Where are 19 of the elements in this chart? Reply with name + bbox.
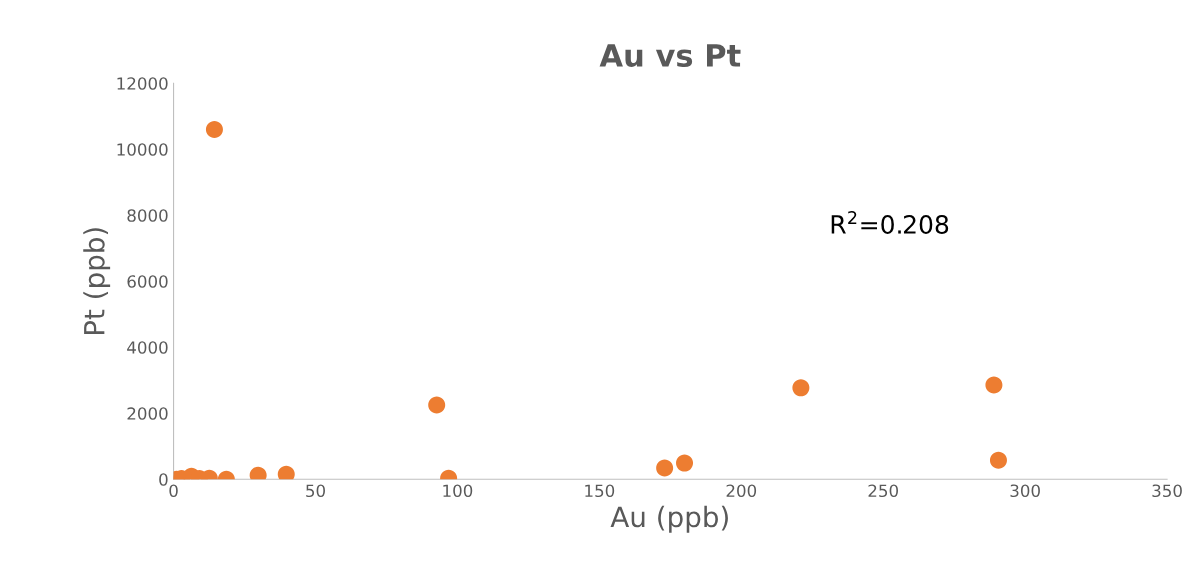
x-tick-label: 150 <box>585 484 615 498</box>
x-tick-label: 0 <box>169 484 178 498</box>
x-tick-label: 350 <box>1152 484 1182 498</box>
y-tick-label: 12000 <box>117 77 168 90</box>
chart-title: Au vs Pt <box>599 44 741 67</box>
x-tick-label: 200 <box>726 484 757 498</box>
y-axis-title: Pt (ppb) <box>83 228 111 335</box>
x-tick-label: 50 <box>306 484 325 498</box>
x-tick-label: 300 <box>1010 484 1040 498</box>
y-tick-label: 0 <box>159 473 168 486</box>
y-tick-label: 10000 <box>117 143 168 156</box>
y-tick-label: 6000 <box>127 275 168 288</box>
y-tick-label: 8000 <box>127 209 168 222</box>
x-axis-title: Au (ppb) <box>610 505 728 533</box>
y-tick-label: 4000 <box>127 341 168 354</box>
y-tick-label: 2000 <box>127 407 168 420</box>
annotation: R$^{2}$=0.208 <box>831 210 949 234</box>
x-tick-label: 250 <box>868 484 899 498</box>
x-tick-label: 100 <box>443 484 473 498</box>
